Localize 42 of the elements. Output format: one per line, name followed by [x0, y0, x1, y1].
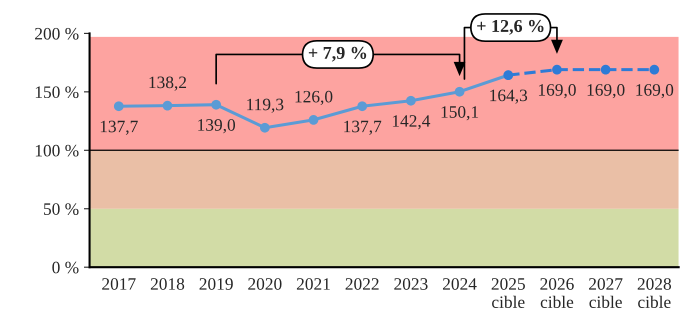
- data-label: 119,3: [247, 98, 284, 113]
- x-tick-label: 2027 cible: [589, 278, 622, 308]
- point: [211, 100, 222, 110]
- y-tick-label: 200 %: [35, 28, 79, 40]
- x-tick-label: 2028 cible: [638, 278, 672, 308]
- data-label: 138,2: [149, 76, 186, 91]
- point: [649, 64, 660, 74]
- data-label: 169,0: [538, 84, 576, 98]
- data-label: 142,4: [392, 115, 430, 130]
- annotation: + 7,9 %: [308, 46, 366, 62]
- x-tick-label: 2022: [346, 278, 379, 290]
- x-tick-label: 2020: [248, 278, 282, 290]
- y-tick-label: 0 %: [52, 262, 79, 274]
- point: [406, 96, 416, 106]
- point: [454, 86, 464, 97]
- data-label: 126,0: [296, 90, 332, 105]
- point: [357, 101, 368, 112]
- annotation: + 12,6 %: [477, 20, 544, 35]
- x-tick-label: 2021: [296, 278, 330, 290]
- point: [552, 64, 562, 74]
- data-label: 164,3: [490, 90, 528, 104]
- data-label: 169,0: [588, 84, 625, 98]
- x-tick-label: 2018: [150, 278, 184, 290]
- x-tick-label: 2023: [394, 278, 428, 290]
- y-tick-label: 50 %: [44, 203, 79, 215]
- data-label: 137,7: [344, 120, 382, 135]
- data-label: 169,0: [636, 84, 674, 98]
- data-label: 139,0: [198, 119, 236, 134]
- point: [114, 101, 124, 112]
- point: [600, 64, 610, 74]
- x-tick-label: 2025 cible: [492, 278, 525, 308]
- data-label: 150,1: [442, 106, 478, 120]
- x-tick-label: 2019: [200, 278, 233, 290]
- point: [308, 115, 318, 125]
- data-label: 137,7: [100, 120, 138, 135]
- y-tick-label: 100 %: [36, 144, 79, 157]
- y-tick-label: 150 %: [36, 86, 79, 98]
- x-tick-label: 2024: [442, 278, 477, 290]
- point: [162, 100, 172, 111]
- x-tick-label: 2017: [102, 278, 136, 290]
- point: [260, 122, 270, 133]
- x-tick-label: 2026 cible: [540, 278, 574, 308]
